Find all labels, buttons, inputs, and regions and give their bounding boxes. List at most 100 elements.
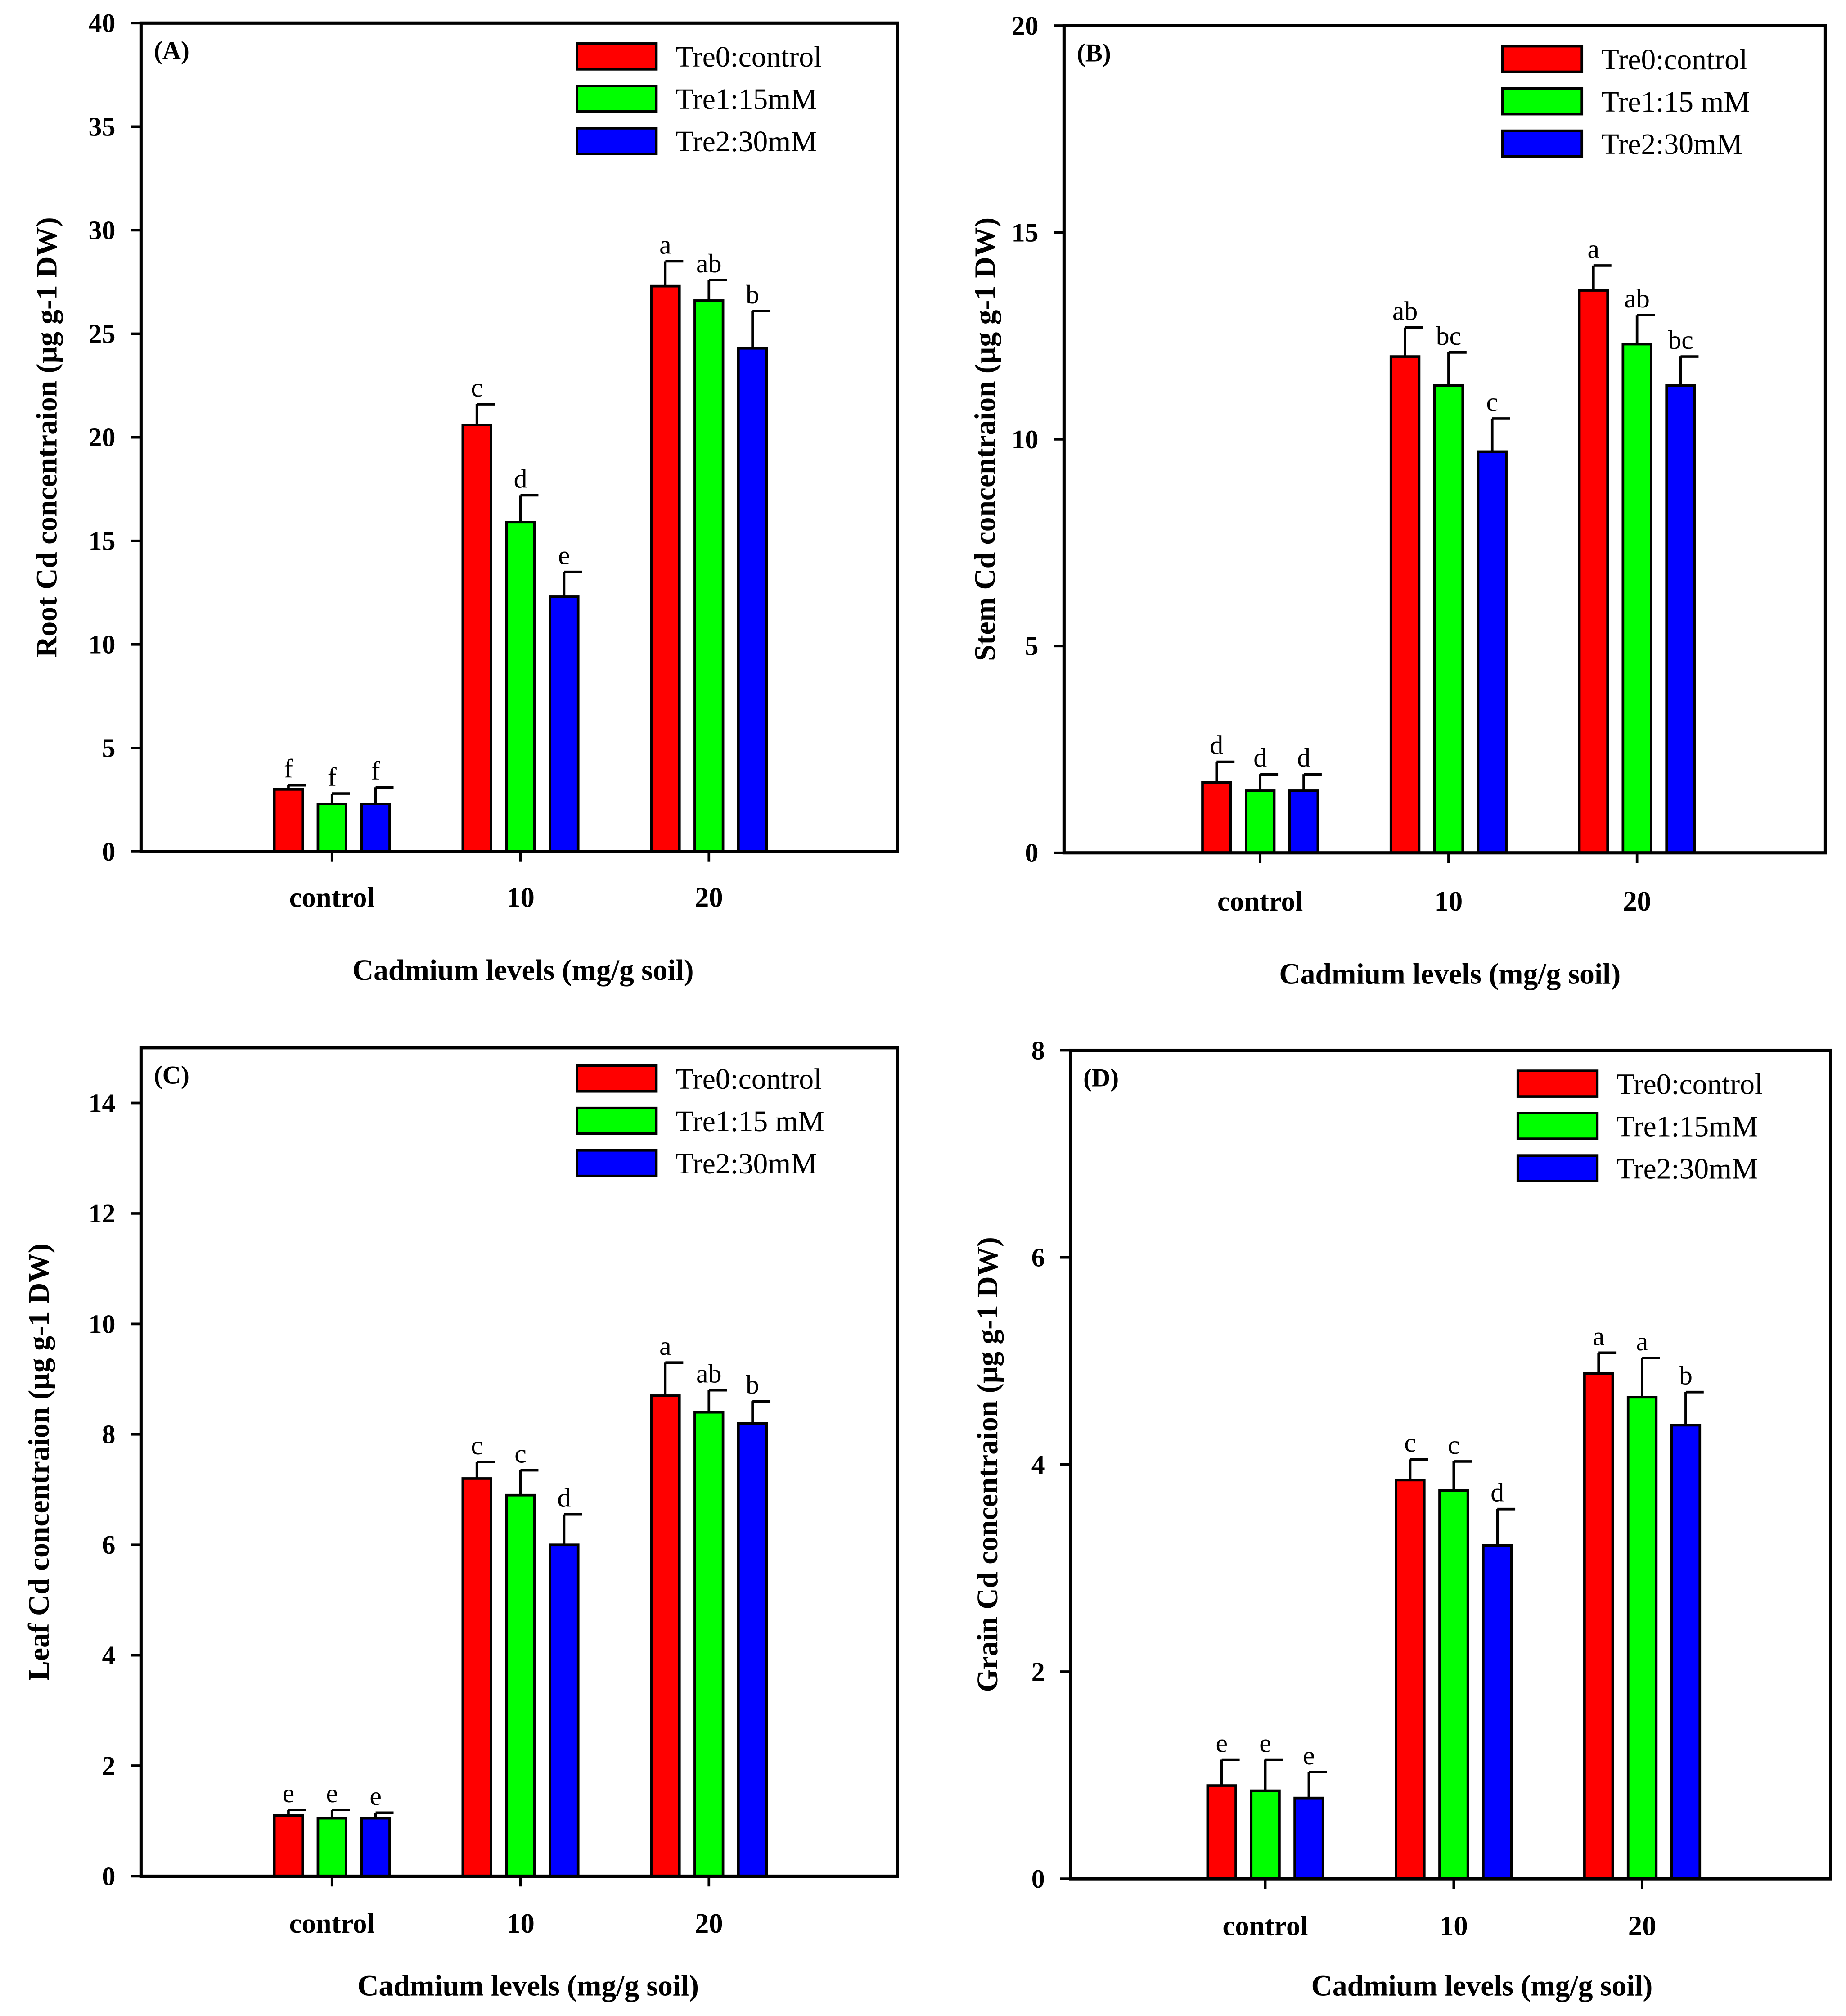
significance-letter: b <box>746 280 759 309</box>
significance-letter: e <box>1303 1741 1315 1770</box>
legend-swatch <box>576 1064 658 1093</box>
bar <box>1583 1372 1614 1880</box>
significance-letter: bc <box>1436 321 1461 351</box>
legend-label: Tre1:15mM <box>675 83 817 116</box>
bar <box>1389 355 1421 854</box>
legend-label: Tre2:30mM <box>1601 128 1742 161</box>
significance-letter: e <box>1216 1728 1228 1758</box>
significance-letter: a <box>659 1331 671 1361</box>
legend-swatch <box>1516 1154 1599 1182</box>
bar <box>461 424 492 853</box>
panel-a: f c a f d ab f e b 0 5 10 15 20 25 30 35 40 control 10 20 Cad… <box>31 8 899 987</box>
legend-swatch <box>576 85 658 113</box>
significance-letter: c <box>1448 1430 1460 1460</box>
bar <box>1293 1796 1324 1880</box>
x-tick-label: 10 <box>1440 1910 1468 1941</box>
bar <box>650 284 681 853</box>
y-tick-label: 5 <box>1025 631 1038 661</box>
panel-d: e c a e c a e d b 0 2 4 6 8 control 10 20 Cadmium levels … <box>972 1035 1832 2002</box>
significance-letter: ab <box>1392 296 1418 326</box>
significance-letter: d <box>514 464 527 493</box>
x-tick-label: 20 <box>1623 885 1651 917</box>
bar <box>1477 450 1508 854</box>
significance-letter: c <box>1404 1428 1416 1457</box>
bar <box>1250 1789 1281 1880</box>
x-tick-label: control <box>289 881 375 913</box>
significance-letter: e <box>283 1778 295 1808</box>
x-tick-label: 10 <box>506 881 535 913</box>
significance-letter: d <box>1490 1478 1504 1507</box>
legend-label: Tre1:15mM <box>1616 1110 1758 1143</box>
panel-label: (B) <box>1077 39 1111 68</box>
y-tick-label: 20 <box>1012 11 1039 41</box>
y-tick-label: 30 <box>89 215 116 245</box>
bar <box>549 1543 580 1878</box>
y-tick-label: 4 <box>102 1641 115 1670</box>
y-tick-label: 4 <box>1031 1450 1045 1479</box>
bar <box>461 1477 492 1878</box>
x-tick-label: 10 <box>506 1908 535 1939</box>
y-tick-label: 10 <box>89 630 116 659</box>
bar <box>360 803 391 853</box>
y-tick-label: 2 <box>102 1751 115 1781</box>
y-tick-label: 0 <box>102 1861 115 1891</box>
significance-letter: a <box>659 230 671 259</box>
significance-letter: c <box>471 1430 483 1460</box>
legend-label: Tre0:control <box>675 1063 822 1096</box>
bar <box>1288 789 1319 854</box>
bar <box>1395 1479 1426 1880</box>
bar <box>737 1422 768 1878</box>
bar <box>1245 789 1276 854</box>
bar <box>505 1493 536 1878</box>
bar <box>1201 781 1232 854</box>
legend-swatch <box>576 42 658 71</box>
legend-swatch <box>576 1106 658 1135</box>
significance-letter: a <box>1588 234 1600 264</box>
significance-letter: e <box>1259 1728 1271 1758</box>
significance-letter: ab <box>696 1359 721 1389</box>
y-tick-label: 10 <box>1012 424 1039 454</box>
significance-letter: b <box>746 1370 759 1399</box>
significance-letter: e <box>369 1781 382 1811</box>
legend-swatch <box>576 1149 658 1177</box>
bar <box>737 347 768 853</box>
y-tick-label: 0 <box>1031 1864 1045 1894</box>
legend-swatch <box>1516 1112 1599 1140</box>
bar <box>273 788 304 853</box>
bar <box>1433 384 1464 854</box>
y-tick-label: 8 <box>1031 1035 1045 1065</box>
y-axis-label: Root Cd concentraion (µg g-1 DW) <box>31 217 63 658</box>
legend-swatch <box>1516 1069 1599 1098</box>
significance-letter: f <box>284 754 293 784</box>
bar <box>1670 1424 1702 1880</box>
y-tick-label: 6 <box>1031 1243 1045 1272</box>
significance-letter: c <box>471 373 483 402</box>
bar <box>316 1817 347 1878</box>
panel-c: e c a e c ab e d b 0 2 4 6 8 10 12 14 control 10 20 Cadmium … <box>23 1046 899 2002</box>
x-tick-label: 20 <box>695 1908 723 1939</box>
bar <box>360 1817 391 1878</box>
legend-label: Tre2:30mM <box>675 1148 817 1180</box>
bar <box>650 1394 681 1878</box>
y-tick-label: 6 <box>102 1530 115 1560</box>
bar <box>316 803 347 853</box>
legend-label: Tre1:15 mM <box>1601 86 1750 118</box>
panel-label: (A) <box>154 36 189 65</box>
x-tick-label: 20 <box>1628 1910 1657 1941</box>
y-tick-label: 14 <box>89 1088 116 1118</box>
y-axis-label: Grain Cd concentraion (µg g-1 DW) <box>972 1237 1004 1692</box>
bar <box>693 299 725 853</box>
legend-label: Tre1:15 mM <box>675 1105 824 1138</box>
x-tick-label: 10 <box>1435 885 1463 917</box>
significance-letter: b <box>1679 1361 1693 1390</box>
panel-label: (C) <box>154 1061 189 1090</box>
significance-letter: d <box>1297 743 1310 772</box>
x-axis-label: Cadmium levels (mg/g soil) <box>1279 958 1621 990</box>
y-tick-label: 0 <box>1025 838 1038 868</box>
bar <box>1621 343 1652 854</box>
significance-letter: ab <box>1624 284 1649 313</box>
bar <box>505 521 536 853</box>
y-tick-label: 8 <box>102 1420 115 1449</box>
significance-letter: a <box>1636 1326 1648 1356</box>
